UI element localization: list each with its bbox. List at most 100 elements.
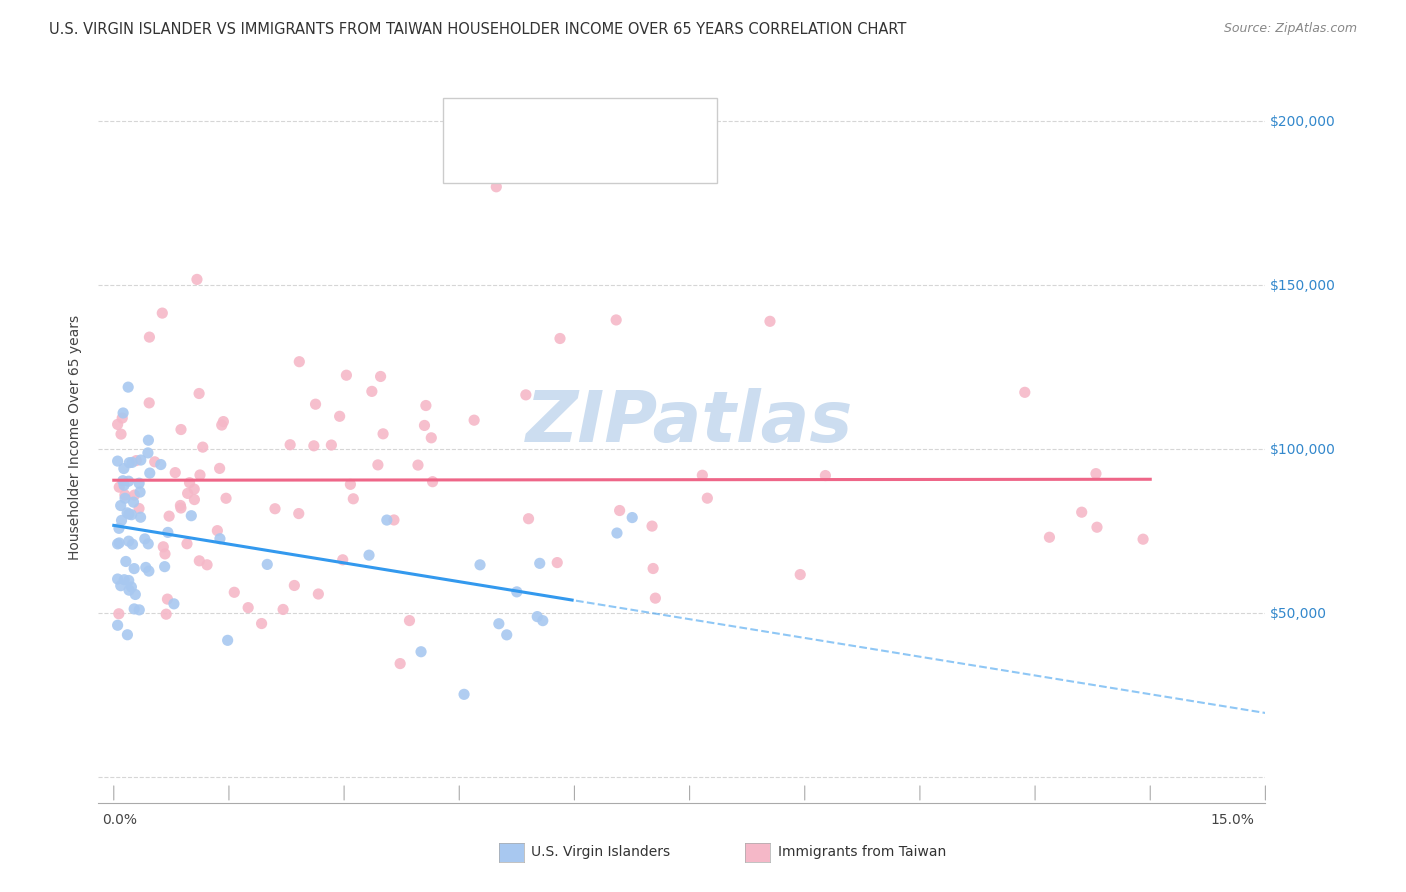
Point xyxy=(179,475,201,490)
Point xyxy=(114,488,136,502)
Point xyxy=(641,519,664,533)
Point xyxy=(157,509,180,524)
Point xyxy=(367,458,389,472)
Point xyxy=(136,446,159,460)
Point xyxy=(339,477,361,491)
Point xyxy=(643,561,665,575)
Point xyxy=(278,438,301,452)
Point xyxy=(495,628,517,642)
Point xyxy=(215,491,238,506)
Text: U.S. Virgin Islanders: U.S. Virgin Islanders xyxy=(531,846,671,859)
Point xyxy=(134,532,156,546)
Point xyxy=(692,468,714,483)
Point xyxy=(169,499,191,513)
Point xyxy=(110,579,132,593)
Point xyxy=(129,510,152,524)
Point xyxy=(422,475,444,489)
Point xyxy=(139,466,162,480)
Point xyxy=(208,532,231,546)
Point xyxy=(375,513,398,527)
Point xyxy=(124,488,146,502)
Point xyxy=(183,482,205,496)
Point xyxy=(548,331,571,345)
Point xyxy=(256,558,278,572)
Point xyxy=(118,507,141,521)
Point xyxy=(115,506,138,520)
Point xyxy=(138,396,160,410)
Point xyxy=(107,454,129,468)
Point xyxy=(506,585,529,599)
Y-axis label: Householder Income Over 65 years: Householder Income Over 65 years xyxy=(69,315,83,559)
Point xyxy=(107,572,129,586)
Point xyxy=(186,272,208,286)
Point xyxy=(108,480,131,494)
Point xyxy=(156,525,179,540)
Text: R =: R = xyxy=(492,154,522,169)
Point xyxy=(121,508,143,522)
Point xyxy=(108,607,131,621)
Point xyxy=(117,380,139,394)
Point xyxy=(342,491,364,506)
Point xyxy=(335,368,357,383)
Point xyxy=(110,513,132,527)
Point xyxy=(188,467,211,482)
Text: 0.218: 0.218 xyxy=(537,154,581,169)
Point xyxy=(128,603,150,617)
Point xyxy=(112,478,135,492)
Point xyxy=(110,427,132,442)
Point xyxy=(195,558,218,572)
Point xyxy=(108,536,131,550)
Point xyxy=(250,616,273,631)
Point xyxy=(605,313,627,327)
Point xyxy=(107,537,129,551)
Point xyxy=(332,553,354,567)
Text: 0.0%: 0.0% xyxy=(103,813,138,827)
Point xyxy=(789,567,811,582)
Point xyxy=(529,557,551,571)
Point xyxy=(415,399,437,413)
Text: 15.0%: 15.0% xyxy=(1211,813,1254,827)
Point xyxy=(759,314,782,328)
Point xyxy=(188,386,211,401)
Point xyxy=(1014,385,1036,400)
Point xyxy=(1084,467,1107,481)
Point xyxy=(606,526,628,541)
Point xyxy=(163,597,186,611)
Point xyxy=(136,537,159,551)
Point xyxy=(118,574,141,588)
Point xyxy=(212,415,235,429)
Point xyxy=(302,439,325,453)
Point xyxy=(546,556,568,570)
Point xyxy=(283,578,305,592)
Text: R =: R = xyxy=(492,109,522,123)
Point xyxy=(1132,532,1154,546)
Point xyxy=(122,602,145,616)
Point xyxy=(110,499,132,513)
Point xyxy=(307,587,329,601)
Point xyxy=(406,458,429,472)
Point xyxy=(170,501,193,516)
Point xyxy=(111,411,134,425)
Point xyxy=(183,492,205,507)
Point xyxy=(188,554,211,568)
Point xyxy=(128,476,150,491)
Point xyxy=(121,537,143,551)
Point xyxy=(371,426,394,441)
Point xyxy=(149,458,172,472)
Point xyxy=(531,614,554,628)
Point xyxy=(176,486,198,500)
Point xyxy=(129,453,152,467)
Point xyxy=(288,354,311,368)
Point xyxy=(129,485,152,500)
Point xyxy=(165,466,187,480)
Point xyxy=(382,513,405,527)
Point xyxy=(463,413,485,427)
Point xyxy=(370,369,392,384)
Point xyxy=(180,508,202,523)
Point xyxy=(122,561,145,575)
Text: -0.317: -0.317 xyxy=(537,109,586,123)
Point xyxy=(135,560,157,574)
Point xyxy=(153,559,176,574)
Point xyxy=(117,474,139,488)
Point xyxy=(1038,530,1060,544)
